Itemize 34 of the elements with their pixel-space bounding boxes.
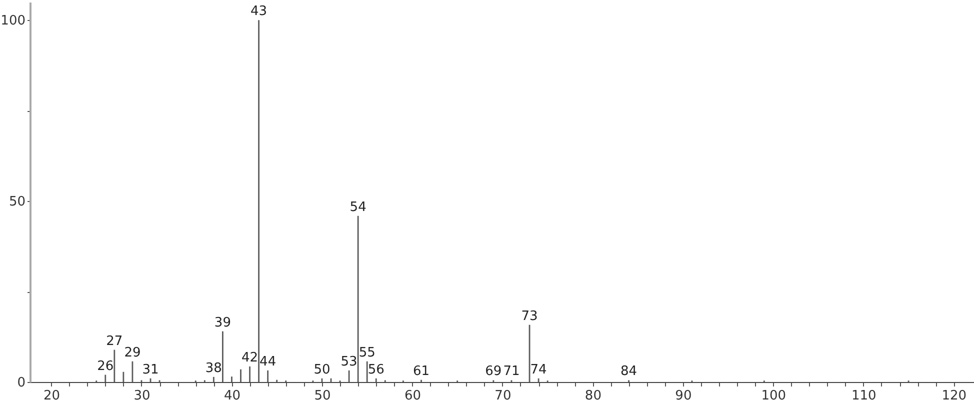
x-tick-label: 120 [942, 388, 967, 404]
x-tick-label: 100 [761, 388, 786, 404]
annotation: 31 [142, 362, 159, 378]
y-tick-label: 0 [17, 376, 26, 390]
annotation: 27 [106, 334, 123, 349]
annotation: 43 [250, 4, 268, 20]
annotation: 71 [503, 364, 520, 380]
x-tick-label: 60 [404, 388, 421, 404]
annotation: 42 [242, 350, 258, 366]
annotation: 73 [521, 308, 538, 324]
annotation: 26 [97, 358, 114, 374]
x-tick-label: 20 [43, 388, 60, 404]
annotation: 44 [260, 354, 276, 370]
annotation: 56 [368, 362, 384, 378]
annotation: 74 [530, 362, 547, 378]
annotation: 69 [485, 364, 502, 380]
annotation: 50 [314, 362, 330, 378]
annotation: 39 [214, 315, 231, 330]
annotation: 61 [412, 364, 430, 379]
x-tick-label: 30 [134, 388, 150, 404]
annotation: 54 [350, 200, 366, 215]
x-tick-label: 70 [494, 388, 512, 404]
annotation: 29 [124, 345, 141, 360]
y-tick-label: 50 [8, 194, 26, 210]
y-tick-label: 100 [0, 14, 26, 29]
x-tick-label: 40 [224, 388, 240, 404]
annotation: 53 [340, 354, 358, 370]
x-tick-label: 50 [314, 388, 331, 404]
annotation: 84 [620, 364, 638, 380]
x-tick-label: 110 [852, 388, 876, 404]
annotation: 55 [358, 345, 376, 360]
annotation: 38 [205, 360, 222, 376]
x-tick-label: 80 [584, 388, 602, 404]
x-tick-label: 90 [675, 388, 692, 404]
